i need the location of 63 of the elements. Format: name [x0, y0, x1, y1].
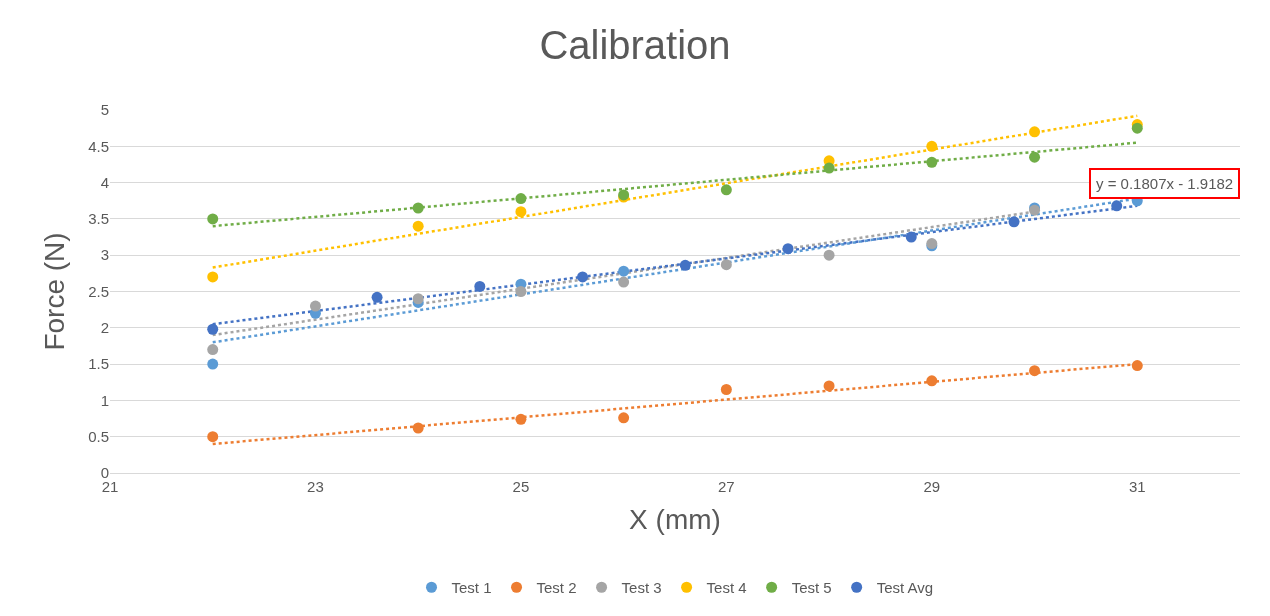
x-tick-label: 23 — [307, 478, 324, 495]
point — [926, 375, 938, 387]
point — [412, 202, 424, 214]
point — [1111, 200, 1123, 212]
y-tick-label: 1.5 — [88, 355, 109, 373]
point — [1131, 360, 1143, 372]
point — [1029, 126, 1041, 138]
point — [720, 384, 732, 396]
point — [207, 323, 219, 335]
point — [577, 271, 589, 283]
y-tick-label: 4 — [100, 173, 109, 191]
point — [1008, 216, 1020, 228]
point — [905, 231, 917, 243]
y-tick-label: 5 — [100, 101, 109, 119]
legend-label: Test 3 — [621, 579, 662, 597]
point — [720, 184, 732, 196]
x-tick-label: 31 — [1128, 478, 1146, 495]
legend-label: Test Avg — [876, 579, 934, 597]
point — [371, 291, 383, 303]
point — [823, 380, 835, 392]
y-tick-label: 2 — [100, 319, 109, 337]
x-tick-label: 29 — [923, 478, 941, 495]
legend-label: Test 2 — [536, 579, 577, 597]
point — [207, 213, 219, 225]
point — [720, 259, 732, 271]
point — [515, 413, 527, 425]
point — [926, 156, 938, 168]
y-tick-label: 1 — [100, 391, 109, 409]
y-tick-label: 4.5 — [88, 137, 109, 155]
point — [515, 193, 527, 205]
x-tick-label: 27 — [718, 478, 735, 495]
point — [1029, 365, 1041, 377]
point — [207, 358, 219, 370]
point — [823, 162, 835, 174]
point — [1029, 151, 1041, 163]
point — [207, 271, 219, 283]
y-tick-label: 3.5 — [88, 210, 109, 228]
point — [412, 220, 424, 232]
y-axis-title: Force (N) — [38, 232, 70, 351]
y-tick-label: 3 — [100, 246, 109, 264]
annotation: y = 0.1807x - 1.9182 — [1096, 175, 1234, 192]
point — [309, 300, 321, 312]
point — [207, 344, 219, 356]
legend-label: Test 1 — [451, 579, 492, 597]
point — [207, 431, 219, 443]
point — [679, 259, 691, 271]
point — [515, 286, 527, 297]
y-tick-label: 0.5 — [88, 427, 109, 445]
point — [412, 422, 424, 434]
legend-label: Test 5 — [791, 579, 832, 597]
point — [618, 276, 630, 288]
point — [926, 140, 938, 152]
legend-label: Test 4 — [706, 579, 747, 597]
point — [618, 412, 630, 424]
point — [823, 249, 835, 261]
point — [474, 280, 486, 292]
chart-title: Calibration — [539, 22, 731, 67]
point — [782, 243, 794, 255]
point — [618, 265, 630, 277]
x-axis-title: X (mm) — [629, 504, 721, 536]
y-tick-label: 2.5 — [88, 282, 109, 300]
x-tick-label: 25 — [512, 478, 530, 495]
point — [515, 206, 527, 218]
